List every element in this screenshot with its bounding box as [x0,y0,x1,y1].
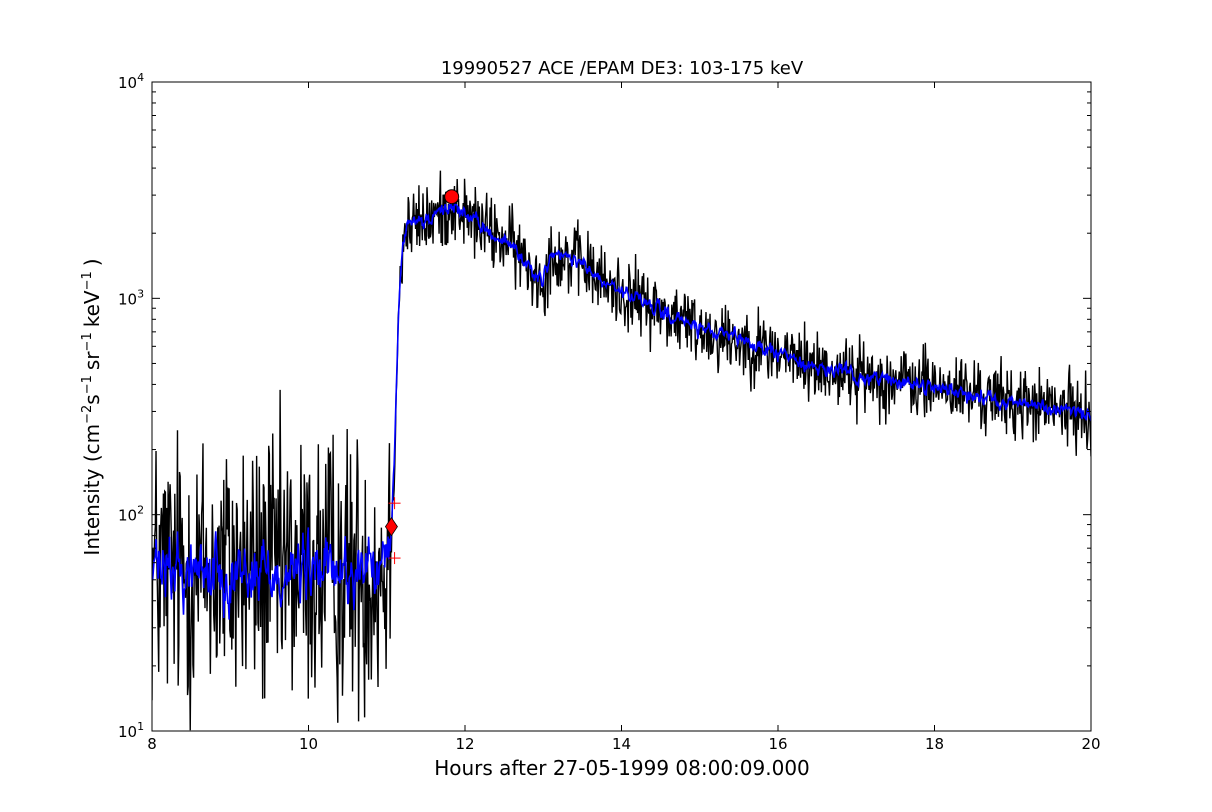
x-tick-label: 18 [925,735,944,753]
y-axis-label-exp-kev: −1 [80,271,95,290]
marker-layer [384,189,460,565]
x-tick-label: 12 [455,735,474,753]
series-line-smoothed [152,202,1091,620]
y-axis-label-suffix: ) [80,258,104,266]
y-axis-label-prefix: Intensity (cm [80,424,104,556]
y-tick-label: 102 [118,504,144,525]
x-tick-label: 14 [612,735,631,753]
y-axis-ticks: 101 102 103 104 [118,71,1091,741]
y-axis-label: Intensity (cm−2s−1sr−1keV−1) [80,258,104,555]
x-tick-label: 16 [768,735,787,753]
chart-title: 19990527 ACE /EPAM DE3: 103-175 keV [441,58,804,79]
y-tick-label: 101 [118,720,144,741]
error-marker-plus [388,552,401,565]
x-axis-label: Hours after 27-05-1999 08:00:09.000 [434,756,810,780]
plot-area [151,81,1092,732]
x-axis-ticks: 8 10 12 14 16 18 20 [147,82,1101,753]
onset-marker-diamond [384,516,398,537]
x-tick-label: 20 [1081,735,1100,753]
y-tick-label: 103 [118,287,144,308]
y-axis-label-s: s [80,394,104,404]
peak-marker-circle [444,189,460,205]
y-axis-label-exp-sr: −1 [80,332,95,351]
y-axis-label-exp-cm: −2 [80,405,95,424]
y-axis-label-exp-s: −1 [80,375,95,394]
x-tick-label: 8 [147,735,157,753]
y-axis-label-kev: keV [80,290,104,327]
series-line-raw [152,170,1091,731]
y-axis-label-sr: sr [80,351,104,370]
y-tick-label: 104 [118,71,144,92]
error-marker-plus [388,497,401,510]
x-tick-label: 10 [299,735,318,753]
series-layer [152,170,1091,731]
